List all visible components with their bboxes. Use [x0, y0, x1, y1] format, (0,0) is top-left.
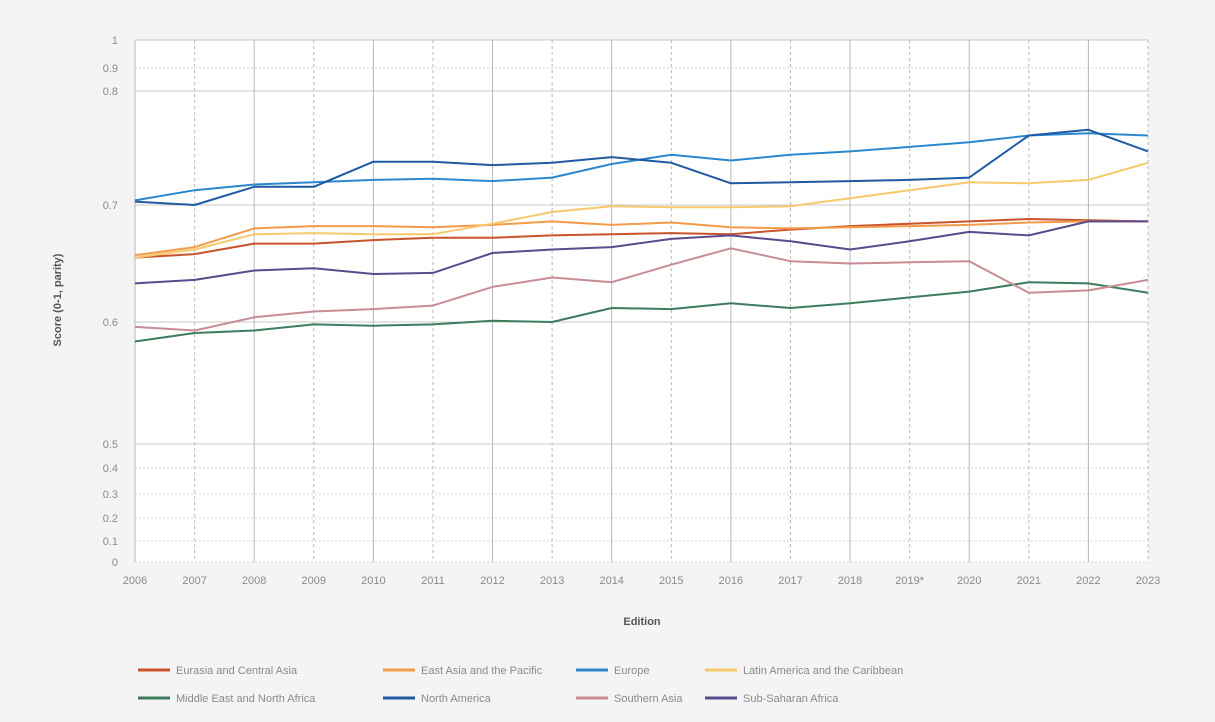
x-tick-label: 2016 — [719, 575, 743, 587]
x-tick-label: 2013 — [540, 575, 564, 587]
series-line — [134, 161, 1149, 259]
x-tick-label: 2014 — [599, 575, 623, 587]
x-tick-label: 2009 — [302, 575, 326, 587]
y-tick-label: 0.8 — [103, 86, 118, 98]
y-tick-label: 0.7 — [103, 200, 118, 212]
x-tick-label: 2006 — [123, 575, 147, 587]
y-tick-label: 0.4 — [103, 463, 118, 475]
gridlines — [134, 39, 1149, 563]
x-tick-label: 2019* — [895, 575, 924, 587]
series-lines — [134, 128, 1149, 343]
y-tick-label: 0.5 — [103, 439, 118, 451]
legend-label: Europe — [614, 665, 649, 677]
x-tick-label: 2012 — [480, 575, 504, 587]
x-tick-label: 2021 — [1017, 575, 1041, 587]
x-axis-ticks: 2006 2007 2008 2009 2010 2011 2012 2013 2014 2015… — [123, 575, 1160, 587]
legend-label: Sub-Saharan Africa — [743, 693, 839, 705]
series-line — [134, 281, 1149, 343]
series-line — [134, 128, 1149, 206]
y-axis-title: Score (0-1, parity) — [52, 253, 64, 346]
x-tick-label: 2018 — [838, 575, 862, 587]
y-tick-label: 0.3 — [103, 489, 118, 501]
y-axis-ticks: 0 0.1 0.2 0.3 0.4 0.5 0.6 0.7 0.8 0.9 1 — [103, 35, 118, 569]
legend-label: North America — [421, 693, 492, 705]
y-tick-label: 0.1 — [103, 536, 118, 548]
x-tick-label: 2008 — [242, 575, 266, 587]
x-tick-label: 2010 — [361, 575, 385, 587]
legend-label: Middle East and North Africa — [176, 693, 316, 705]
series-line — [134, 247, 1149, 332]
x-tick-label: 2022 — [1076, 575, 1100, 587]
legend-label: Southern Asia — [614, 693, 683, 705]
y-tick-label: 0 — [112, 557, 118, 569]
series-line — [134, 218, 1149, 259]
x-tick-label: 2020 — [957, 575, 981, 587]
y-tick-label: 0.9 — [103, 63, 118, 75]
x-tick-label: 2015 — [659, 575, 683, 587]
legend: Eurasia and Central Asia East Asia and th… — [138, 665, 903, 705]
y-tick-label: 0.2 — [103, 513, 118, 525]
x-tick-label: 2017 — [778, 575, 802, 587]
x-tick-label: 2011 — [421, 575, 445, 587]
plot-area — [135, 40, 1148, 562]
series-line — [134, 220, 1148, 285]
legend-label: Eurasia and Central Asia — [176, 665, 298, 677]
x-tick-label: 2023 — [1136, 575, 1160, 587]
legend-label: East Asia and the Pacific — [421, 665, 543, 677]
x-axis-title: Edition — [623, 616, 661, 628]
x-tick-label: 2007 — [182, 575, 206, 587]
series-line — [134, 220, 1148, 257]
y-tick-label: 1 — [112, 35, 118, 47]
y-tick-label: 0.6 — [103, 317, 118, 329]
legend-label: Latin America and the Caribbean — [743, 665, 903, 677]
